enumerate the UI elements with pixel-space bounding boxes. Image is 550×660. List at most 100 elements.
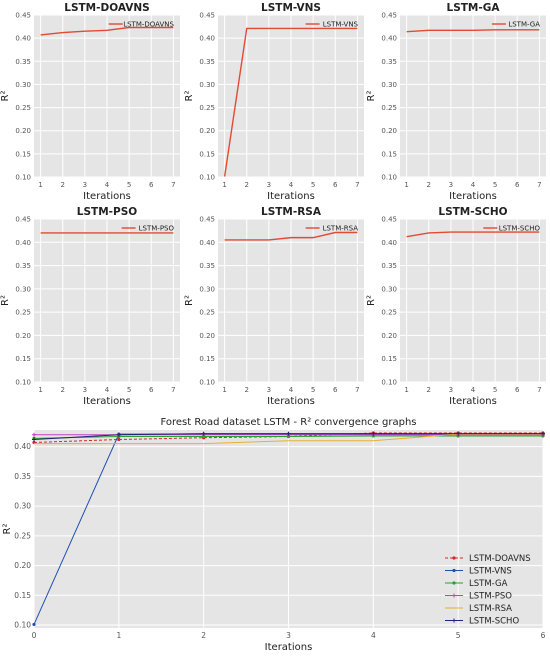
series-line-lstm-rsa xyxy=(224,231,358,241)
x-tick-label: 1 xyxy=(404,386,408,394)
x-tick-label: 7 xyxy=(355,181,359,189)
y-tick-label: 0.30 xyxy=(15,285,31,293)
legend-label: LSTM-SCHO xyxy=(469,617,519,627)
y-tick-label: 0.25 xyxy=(199,104,215,112)
y-tick-label: 0.20 xyxy=(199,332,215,340)
x-tick-label: 2 xyxy=(61,386,65,394)
x-tick-label: 4 xyxy=(289,181,294,189)
y-tick-label: 0.45 xyxy=(381,12,397,20)
legend-marker xyxy=(452,556,456,560)
y-tick-label: 0.45 xyxy=(15,216,31,224)
chart-title: LSTM-RSA xyxy=(261,206,322,218)
y-tick-label: 0.25 xyxy=(15,309,31,317)
y-tick-label: 0.25 xyxy=(381,309,397,317)
y-tick-label: 0.10 xyxy=(199,174,215,182)
x-tick-label: 4 xyxy=(371,631,376,640)
series-line-lstm-vns xyxy=(223,27,358,177)
x-tick-label: 3 xyxy=(449,181,453,189)
y-tick-label: 0.25 xyxy=(381,104,397,112)
x-axis-label: Iterations xyxy=(449,396,497,407)
y-tick-label: 0.10 xyxy=(14,621,31,630)
legend-marker xyxy=(452,618,456,623)
y-axis-label: R² xyxy=(366,295,377,306)
y-tick-label: 0.25 xyxy=(15,104,31,112)
y-axis-label: R² xyxy=(0,295,11,306)
x-tick-label: 6 xyxy=(515,181,520,189)
x-tick-label: 7 xyxy=(537,386,541,394)
y-tick-label: 0.35 xyxy=(381,58,397,66)
chart-title: LSTM-SCHO xyxy=(438,206,507,218)
y-tick-label: 0.45 xyxy=(15,12,31,20)
chart-title: LSTM-GA xyxy=(447,2,501,14)
x-tick-label: 4 xyxy=(471,386,476,394)
data-point xyxy=(32,437,36,442)
x-tick-label: 4 xyxy=(105,386,110,394)
y-tick-label: 0.20 xyxy=(199,127,215,135)
x-tick-label: 2 xyxy=(61,181,65,189)
y-tick-label: 0.35 xyxy=(381,262,397,270)
y-tick-label: 0.35 xyxy=(199,58,215,66)
y-tick-label: 0.40 xyxy=(14,442,31,451)
x-axis-label: Iterations xyxy=(83,191,131,202)
legend-label: LSTM-VNS xyxy=(469,567,512,577)
x-tick-label: 5 xyxy=(127,386,131,394)
data-point xyxy=(371,431,376,436)
x-tick-label: 5 xyxy=(127,181,131,189)
x-tick-label: 6 xyxy=(515,386,520,394)
chart-title: LSTM-DOAVNS xyxy=(64,2,149,14)
series-line-lstm-doavns xyxy=(40,26,174,36)
legend-label: LSTM-GA xyxy=(469,579,508,589)
x-tick-label: 6 xyxy=(333,386,338,394)
y-tick-label: 0.10 xyxy=(381,379,397,387)
y-tick-label: 0.15 xyxy=(381,150,397,158)
y-tick-label: 0.20 xyxy=(15,332,31,340)
x-axis-label: Iterations xyxy=(267,191,315,202)
series-line-lstm-ga xyxy=(406,29,540,33)
y-tick-label: 0.40 xyxy=(381,35,397,43)
x-tick-label: 3 xyxy=(267,181,271,189)
y-tick-label: 0.45 xyxy=(381,216,397,224)
y-tick-label: 0.40 xyxy=(15,35,31,43)
x-tick-label: 6 xyxy=(149,386,154,394)
y-tick-label: 0.30 xyxy=(199,285,215,293)
legend-marker xyxy=(452,568,456,573)
subplot-lstm-vns: 1 2 3 4 5 6 7 0.10 0.15 0.20 0.25 0.30 0.35 0.40 0.45 L… xyxy=(184,2,364,202)
x-tick-label: 5 xyxy=(311,181,315,189)
y-axis-label: R² xyxy=(366,91,377,102)
combined-plot: 0 1 2 3 4 5 6 0.10 0.15 0.20 0.25 0.30 0.35 0.40 Fores… xyxy=(2,417,546,653)
x-tick-label: 1 xyxy=(38,386,42,394)
y-tick-label: 0.20 xyxy=(15,127,31,135)
x-tick-label: 1 xyxy=(38,181,42,189)
x-tick-label: 2 xyxy=(201,631,206,640)
x-tick-label: 4 xyxy=(105,181,110,189)
x-tick-label: 5 xyxy=(493,386,497,394)
y-axis-label: R² xyxy=(184,91,195,102)
x-tick-label: 4 xyxy=(471,181,476,189)
chart-title: Forest Road dataset LSTM - R² convergenc… xyxy=(161,417,417,428)
x-tick-label: 0 xyxy=(32,631,37,640)
legend-label: LSTM-GA xyxy=(508,21,540,29)
data-point xyxy=(117,437,121,442)
legend-label: LSTM-PSO xyxy=(469,592,512,602)
x-tick-label: 2 xyxy=(245,386,249,394)
chart-title: LSTM-VNS xyxy=(261,2,321,14)
x-axis-label: Iterations xyxy=(265,642,313,653)
legend: LSTM-DOAVNS LSTM-VNS LSTM-GA LSTM-PSO LSTM-R… xyxy=(445,554,531,627)
x-tick-label: 3 xyxy=(267,386,271,394)
subplot-lstm-pso: 1 2 3 4 5 6 7 0.10 0.15 0.20 0.25 0.30 0.35 0.40 0.45 L… xyxy=(0,206,180,407)
chart-title: LSTM-PSO xyxy=(77,206,137,218)
y-tick-label: 0.45 xyxy=(199,216,215,224)
data-point xyxy=(456,431,461,436)
data-point xyxy=(32,622,36,627)
y-tick-label: 0.15 xyxy=(199,355,215,363)
y-tick-label: 0.45 xyxy=(199,12,215,20)
y-tick-label: 0.10 xyxy=(15,379,31,387)
x-tick-label: 1 xyxy=(116,631,121,640)
subplot-lstm-scho: 1 2 3 4 5 6 7 0.10 0.15 0.20 0.25 0.30 0.35 0.40 0.45 L… xyxy=(366,206,546,407)
y-tick-label: 0.15 xyxy=(14,591,31,600)
data-point xyxy=(541,431,545,436)
data-point xyxy=(286,431,291,436)
x-tick-label: 3 xyxy=(83,181,87,189)
y-tick-label: 0.30 xyxy=(199,81,215,89)
